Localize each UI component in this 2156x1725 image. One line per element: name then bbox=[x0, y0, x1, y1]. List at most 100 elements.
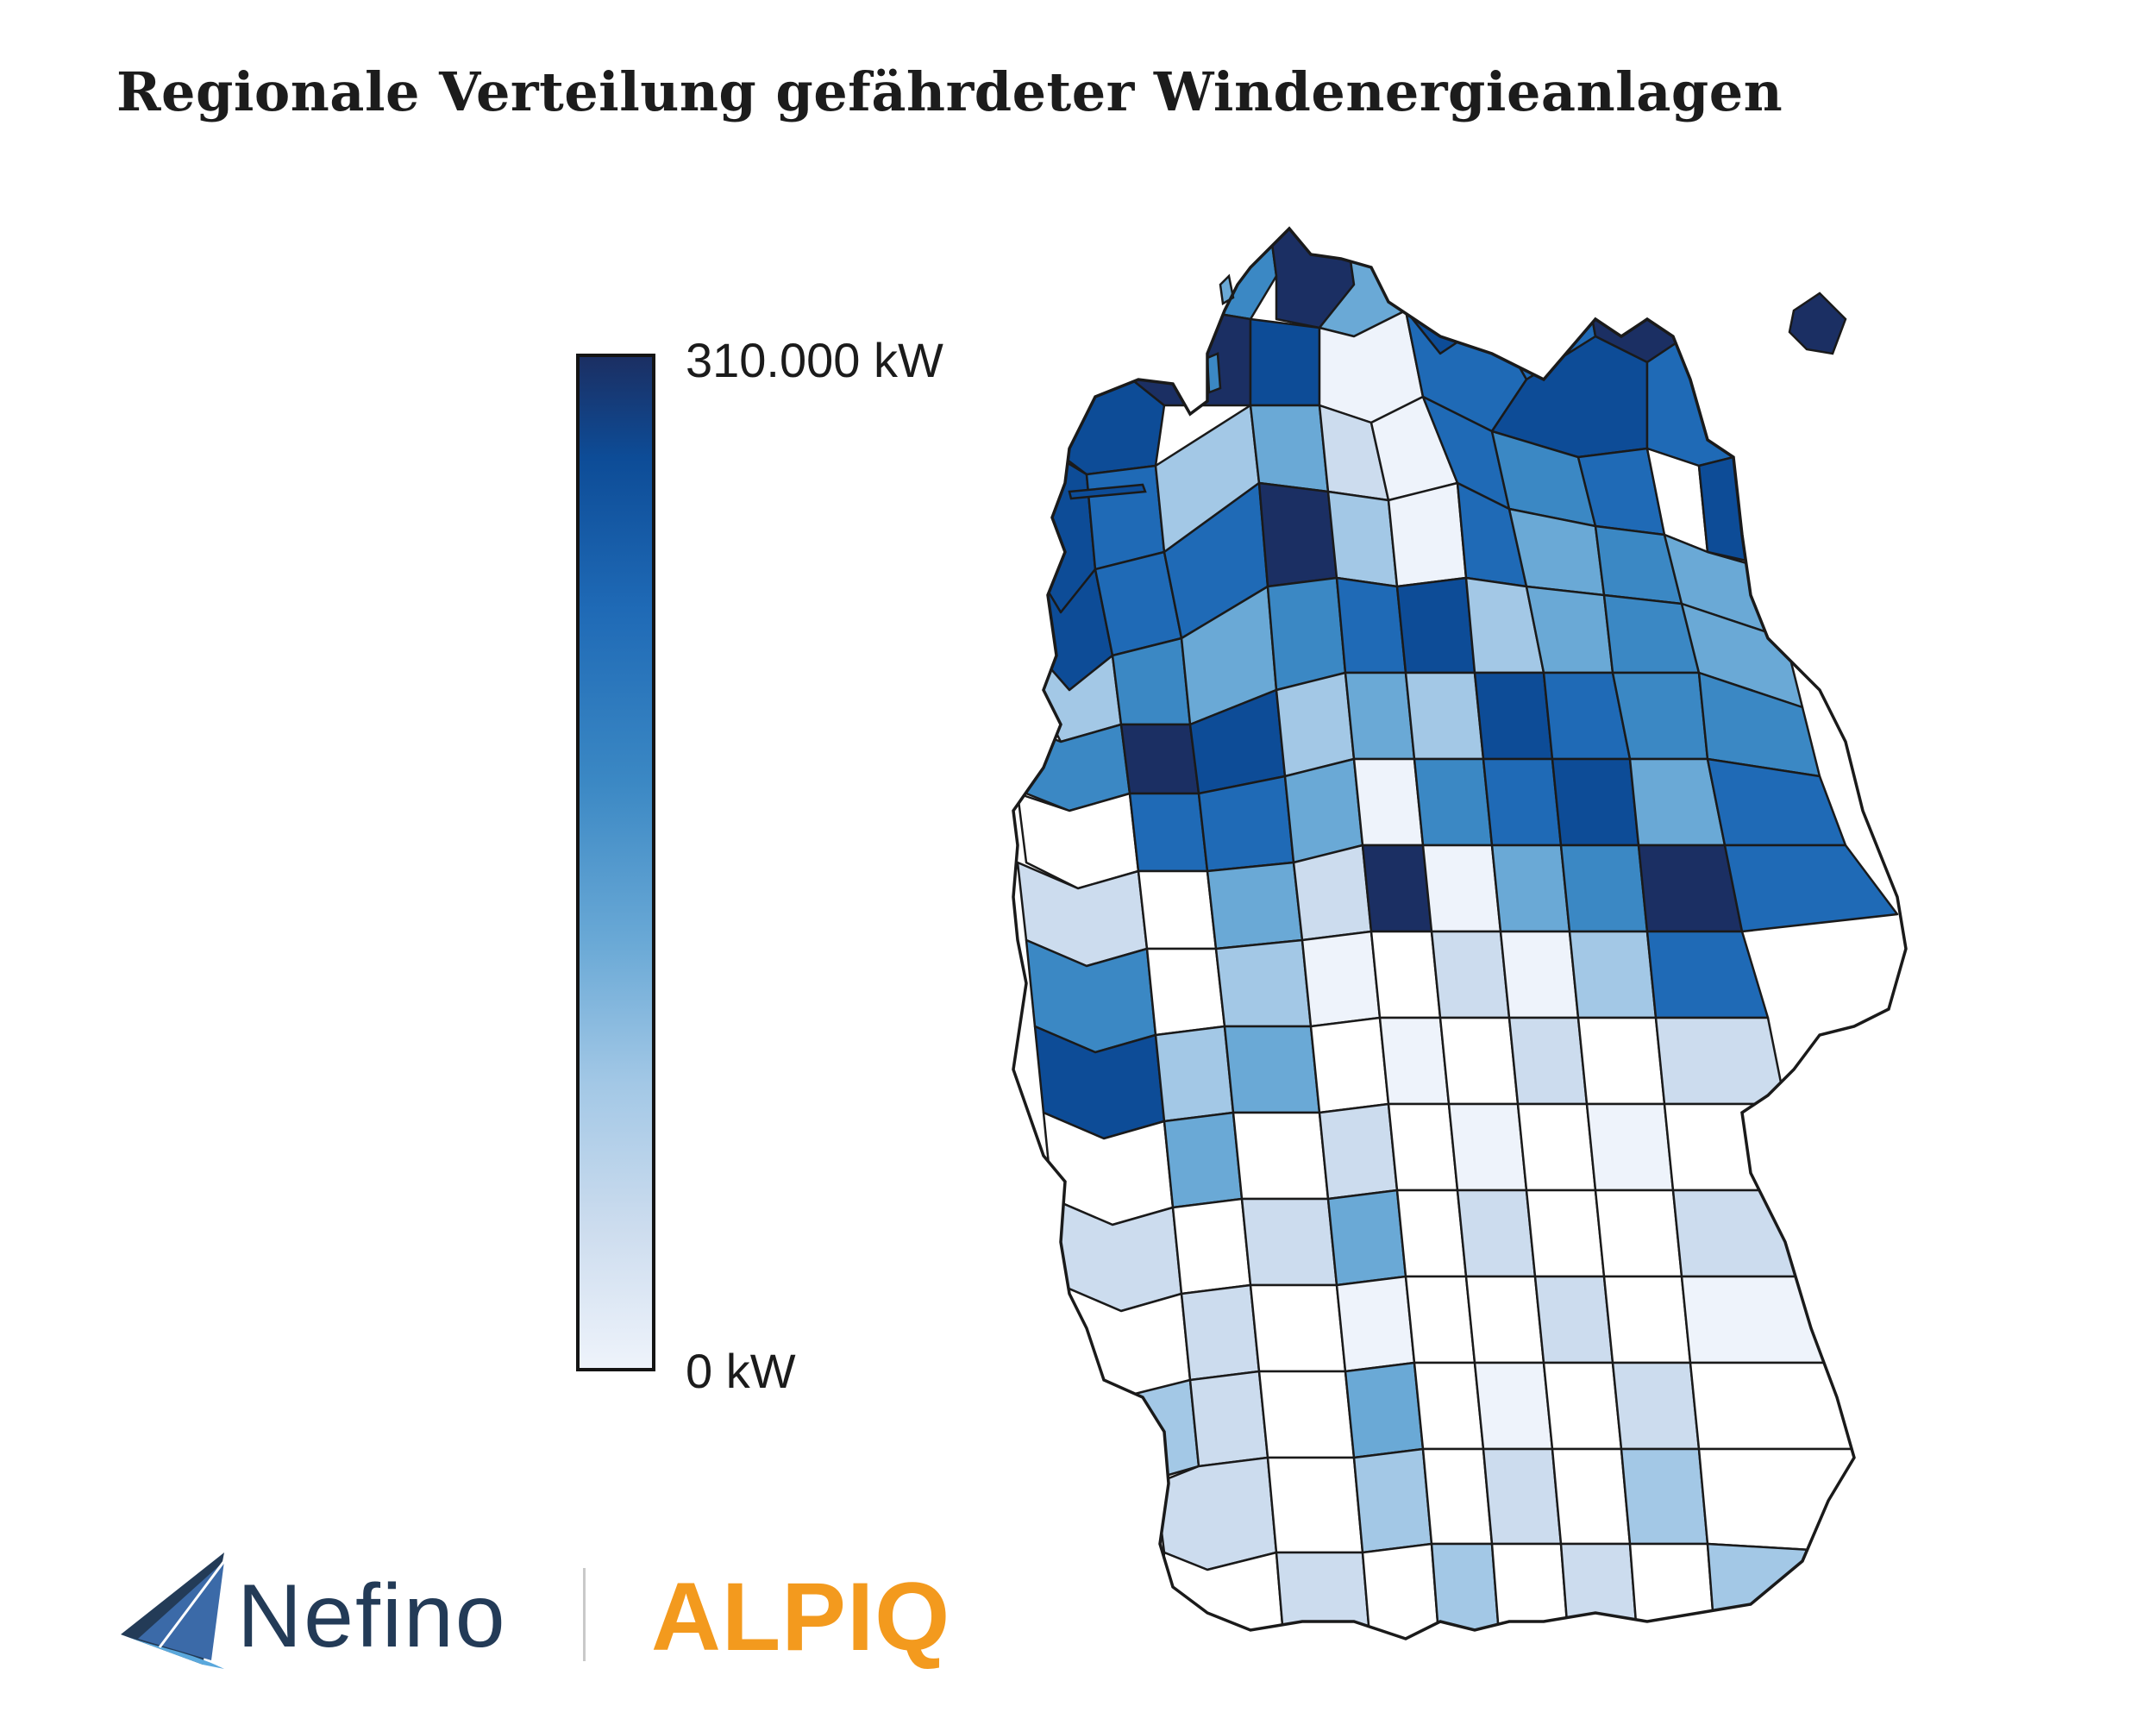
region-cell bbox=[1568, 930, 1658, 1019]
region-cell bbox=[1551, 1447, 1632, 1546]
region-cell bbox=[1369, 930, 1442, 1019]
nefino-logo-icon bbox=[121, 1552, 226, 1669]
region-cell bbox=[1645, 930, 1770, 1019]
region-cell bbox=[1404, 671, 1485, 761]
region-cell bbox=[1352, 1447, 1433, 1554]
region-cell bbox=[1490, 1542, 1571, 1639]
region-cell bbox=[1559, 1542, 1640, 1639]
island-ruegen bbox=[1788, 292, 1847, 355]
region-cell bbox=[1361, 844, 1433, 933]
region-cell bbox=[1145, 947, 1226, 1037]
region-cell bbox=[1482, 1447, 1563, 1546]
region-cell bbox=[1395, 576, 1476, 674]
region-cell bbox=[1300, 930, 1382, 1028]
region-cell bbox=[1275, 1551, 1373, 1639]
region-cell bbox=[1421, 1447, 1494, 1546]
island bbox=[1206, 352, 1222, 394]
region-cell bbox=[1697, 1447, 1865, 1554]
region-cell bbox=[1663, 1102, 1804, 1192]
region-cell bbox=[1352, 757, 1425, 847]
region-cell bbox=[1533, 1275, 1614, 1364]
region-cell bbox=[1430, 1542, 1502, 1639]
region-cell bbox=[1413, 1361, 1485, 1451]
region-cell bbox=[1206, 861, 1304, 950]
region-cell bbox=[1387, 481, 1468, 588]
region-cell bbox=[1551, 757, 1640, 847]
region-cell bbox=[1275, 671, 1356, 778]
color-scale-legend bbox=[576, 354, 655, 1371]
legend-min-label: 0 kW bbox=[686, 1344, 796, 1398]
region-cell bbox=[1456, 1189, 1537, 1278]
region-cell bbox=[1654, 1016, 1787, 1106]
region-cell bbox=[1602, 1275, 1692, 1364]
region-cell bbox=[1361, 1542, 1442, 1639]
region-cell bbox=[1473, 671, 1554, 761]
region-cell bbox=[1438, 1016, 1520, 1106]
alpiq-wordmark: ALPIQ bbox=[651, 1563, 951, 1671]
region-cell bbox=[1628, 1542, 1718, 1639]
region-cell bbox=[1249, 317, 1321, 407]
region-cell bbox=[1214, 938, 1313, 1028]
region-cell bbox=[1473, 1361, 1554, 1451]
page-title: Regionale Verteilung gefährdeter Windene… bbox=[116, 60, 1783, 123]
legend-max-label: 310.000 kW bbox=[686, 333, 943, 387]
region-cell bbox=[1171, 1197, 1252, 1295]
region-cell bbox=[1663, 231, 1752, 338]
region-cell bbox=[1680, 1275, 1847, 1364]
region-cell bbox=[1309, 1016, 1390, 1114]
region-cell bbox=[1344, 671, 1416, 761]
germany-outline bbox=[1012, 226, 1908, 1640]
region-cell bbox=[1585, 1102, 1675, 1192]
region-cell bbox=[1119, 1378, 1200, 1485]
region-cell bbox=[1594, 1189, 1683, 1278]
region-cell bbox=[1257, 1370, 1356, 1459]
region-cell bbox=[1430, 930, 1511, 1019]
region-cell bbox=[1085, 464, 1166, 571]
region-cell bbox=[1266, 576, 1347, 692]
region-cell bbox=[1542, 1361, 1623, 1451]
germany-choropleth-map bbox=[1012, 226, 1908, 1640]
region-cell bbox=[1413, 757, 1494, 847]
nefino-wordmark: Nefino bbox=[237, 1566, 507, 1666]
region-cell bbox=[1490, 844, 1571, 933]
region-cell bbox=[1188, 1370, 1269, 1468]
region-cell bbox=[1723, 844, 1899, 933]
region-cell bbox=[1119, 723, 1200, 795]
region-cell bbox=[1525, 1189, 1606, 1278]
region-cell bbox=[1611, 671, 1709, 761]
region-cell bbox=[1344, 1361, 1425, 1459]
region-cell bbox=[1697, 447, 1787, 571]
region-cell bbox=[1689, 1361, 1865, 1451]
region-cell bbox=[1137, 869, 1218, 950]
region-cell bbox=[1611, 1361, 1701, 1451]
region-cell bbox=[1499, 930, 1580, 1019]
region-cell bbox=[1240, 1197, 1338, 1287]
region-cell bbox=[1223, 1025, 1321, 1114]
region-cell bbox=[1464, 1275, 1545, 1364]
region-cell bbox=[1576, 1016, 1666, 1106]
region-cell bbox=[1335, 576, 1407, 674]
region-cell bbox=[1197, 775, 1295, 873]
region-cell bbox=[1163, 1111, 1244, 1209]
region-cell bbox=[1266, 1456, 1364, 1554]
region-cell bbox=[1482, 757, 1563, 847]
region-cell bbox=[1249, 404, 1330, 493]
region-cell bbox=[1283, 757, 1364, 864]
region-cell bbox=[1671, 1189, 1821, 1278]
region-cell bbox=[1378, 1016, 1451, 1106]
region-cell bbox=[1249, 1283, 1347, 1373]
region-cell bbox=[1421, 844, 1502, 933]
region-cell bbox=[1706, 757, 1847, 847]
region-cell bbox=[1404, 1275, 1476, 1364]
region-cell bbox=[1447, 1102, 1528, 1192]
region-cell bbox=[1706, 1542, 1865, 1639]
region-cell bbox=[1154, 1025, 1235, 1123]
region-cell bbox=[1387, 1102, 1459, 1192]
region-cell bbox=[1232, 1111, 1330, 1201]
region-cell bbox=[1395, 1189, 1468, 1278]
region-cell bbox=[1326, 1189, 1407, 1287]
region-cell bbox=[1507, 1016, 1589, 1106]
logo-divider bbox=[583, 1568, 586, 1661]
region-cell bbox=[1292, 844, 1373, 942]
region-cell bbox=[1128, 792, 1209, 873]
